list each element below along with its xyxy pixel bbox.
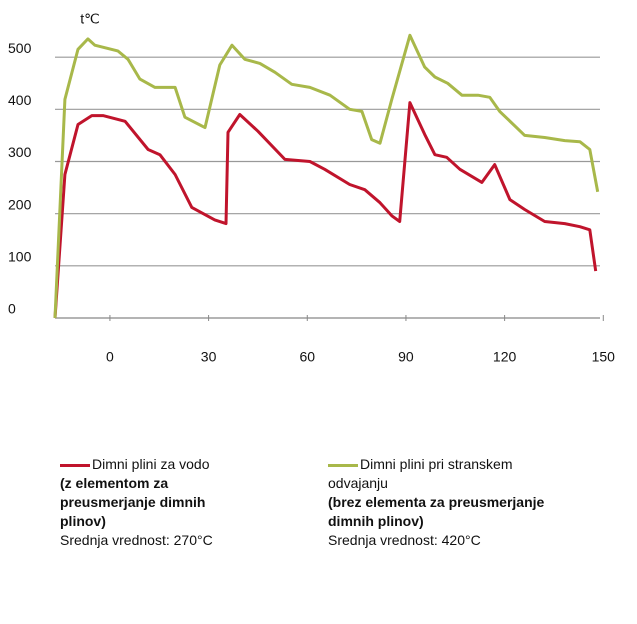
- legend-mean: Srednja vrednost: 420°C: [328, 532, 481, 548]
- x-tick-label: 90: [398, 349, 414, 365]
- chart: t℃ 0 100 200 300 400 500 0 30 60 90 120 150: [8, 11, 616, 365]
- legend-description: (brez elementa za preusmerjanje dimnih p…: [328, 494, 545, 529]
- legend-entry: Dimni plini pri stranskem odvajanju (bre…: [328, 455, 568, 550]
- y-tick-label: 400: [8, 92, 32, 108]
- x-tick-label: 0: [106, 349, 114, 365]
- x-tick-label: 60: [299, 349, 315, 365]
- series-line: [53, 33, 600, 319]
- y-tick-label: 500: [8, 40, 32, 56]
- y-tick-label: 100: [8, 249, 32, 265]
- x-tick-label: 120: [493, 349, 517, 365]
- y-axis-label: t℃: [80, 11, 100, 27]
- legend-entry: Dimni plini za vodo (z elementom za preu…: [60, 455, 220, 550]
- y-tick-label: 200: [8, 196, 32, 212]
- y-tick-label: 0: [8, 301, 16, 317]
- y-tick-label: 300: [8, 144, 32, 160]
- x-tick-label: 150: [592, 349, 616, 365]
- legend-swatch: [328, 463, 358, 467]
- series-line: [53, 101, 598, 319]
- legend-description: (z elementom za preusmerjanje dimnih pli…: [60, 475, 206, 529]
- legend-label: Dimni plini pri stranskem odvajanju: [328, 456, 513, 491]
- legend-swatch: [60, 463, 90, 467]
- x-tick-label: 30: [201, 349, 217, 365]
- legend-label: Dimni plini za vodo: [92, 456, 210, 472]
- legend-mean: Srednja vrednost: 270°C: [60, 532, 213, 548]
